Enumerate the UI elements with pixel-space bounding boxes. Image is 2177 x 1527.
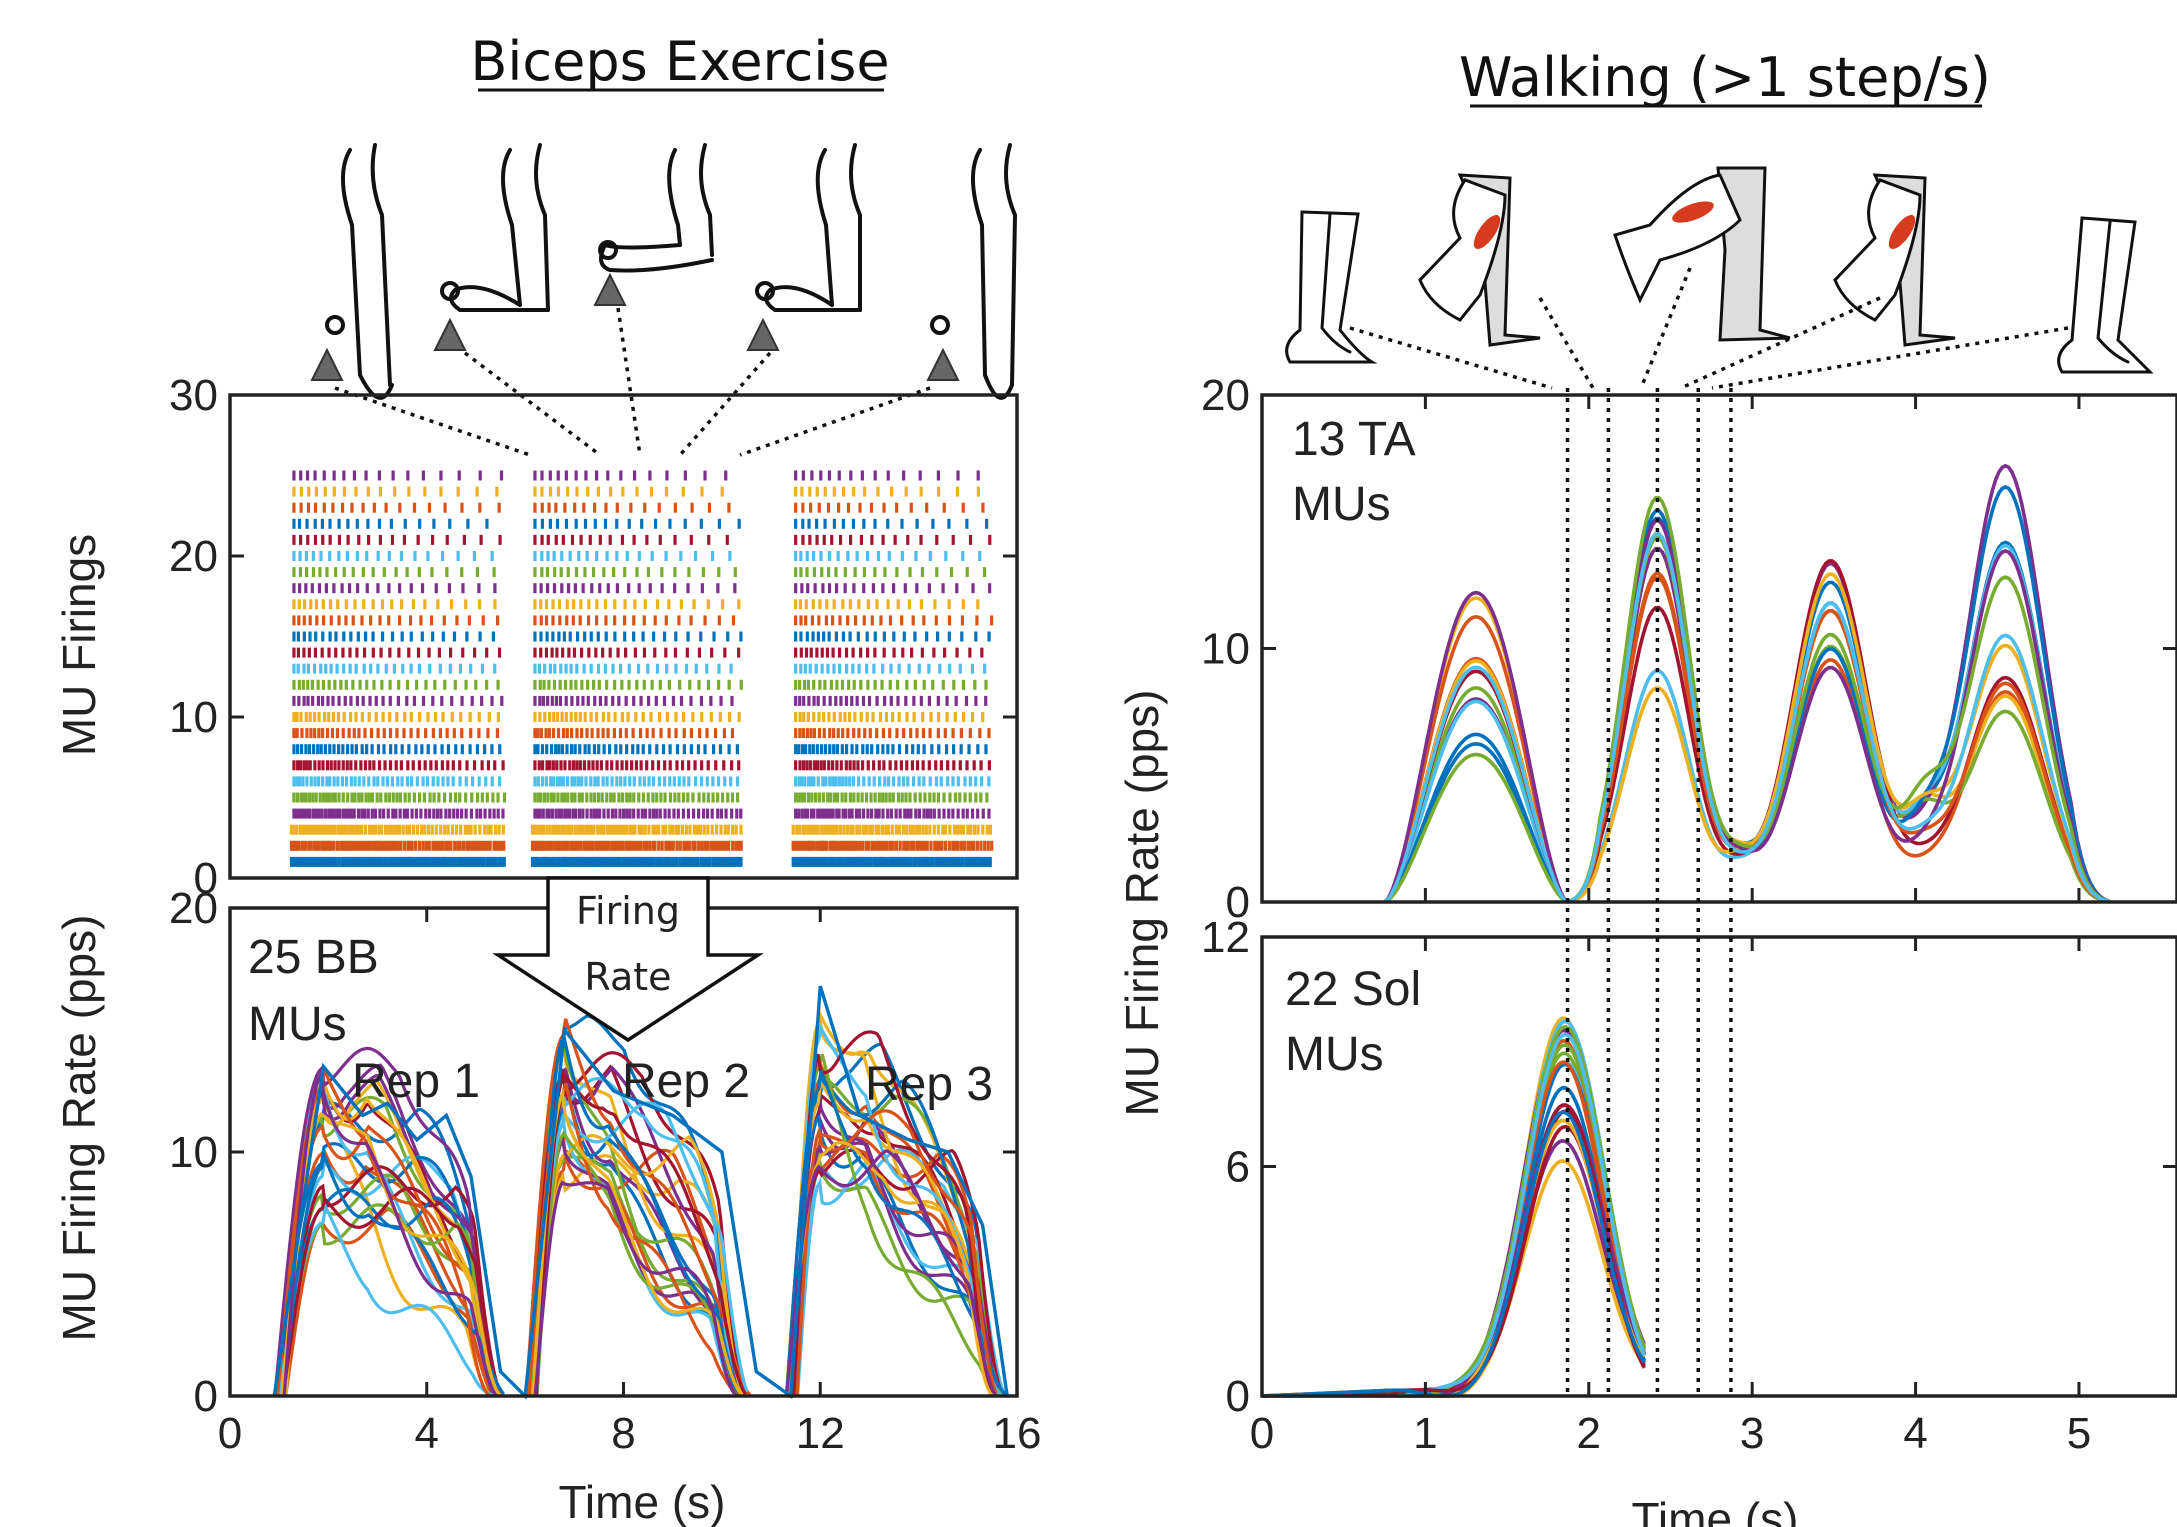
raster-ytick-label: 10 bbox=[169, 693, 218, 742]
sol-series-line bbox=[1262, 1032, 1646, 1398]
rep1-label: Rep 1 bbox=[352, 1055, 480, 1108]
sol-series-line bbox=[1261, 1159, 1646, 1398]
sol-xtick-label: 3 bbox=[1740, 1409, 1764, 1458]
biceps-ytick-label: 10 bbox=[169, 1128, 218, 1177]
leg-figure-1 bbox=[1285, 210, 1378, 364]
sol-ytick-label: 6 bbox=[1226, 1143, 1250, 1192]
sol-series-line bbox=[1261, 1060, 1646, 1398]
biceps-series-line bbox=[280, 1032, 1007, 1397]
biceps-xtick-label: 4 bbox=[415, 1409, 439, 1458]
leg-figure-5 bbox=[2057, 216, 2154, 374]
ta-series-line bbox=[1383, 496, 2111, 904]
ta-annotation-line1: 13 TA bbox=[1292, 413, 1416, 466]
biceps-xtick-label: 8 bbox=[611, 1409, 635, 1458]
biceps-series-line bbox=[282, 1069, 998, 1398]
walking-ylabel: MU Firing Rate (pps) bbox=[1116, 690, 1168, 1117]
arm-figure-2 bbox=[433, 143, 550, 351]
raster-ytick-label: 20 bbox=[169, 532, 218, 581]
sol-xtick-label: 5 bbox=[2067, 1409, 2091, 1458]
ta-series bbox=[1383, 463, 2111, 905]
bb-annotation-line1: 25 BB bbox=[248, 931, 379, 984]
arm-illustrations bbox=[310, 143, 1018, 400]
sol-ytick-label: 0 bbox=[1226, 1372, 1250, 1421]
arm-figure-4 bbox=[746, 143, 862, 351]
biceps-rate-panel: 0 10 20 0 4 8 12 16 bbox=[169, 884, 1041, 1458]
right-title: Walking (>1 step/s) bbox=[1459, 46, 1991, 109]
ta-rate-panel: 0 10 20 bbox=[1201, 371, 2177, 927]
sol-series-line bbox=[1261, 1103, 1646, 1398]
raster-ylabel: MU Firings bbox=[53, 534, 105, 756]
ta-ytick-label: 20 bbox=[1201, 371, 1250, 420]
firing-rate-arrow: Firing Rate bbox=[492, 876, 764, 1043]
sol-ytick-label: 12 bbox=[1201, 913, 1250, 962]
sol-xtick-label: 1 bbox=[1413, 1409, 1437, 1458]
biceps-xtick-label: 12 bbox=[796, 1409, 845, 1458]
leg-figure-4 bbox=[1833, 173, 1956, 347]
sol-series-line bbox=[1262, 1043, 1646, 1398]
raster-marks bbox=[289, 470, 994, 867]
leg-figure-2 bbox=[1418, 173, 1541, 347]
biceps-ylabel: MU Firing Rate (pps) bbox=[53, 915, 105, 1342]
sol-annotation-line1: 22 Sol bbox=[1285, 963, 1421, 1016]
arrow-label-line2: Rate bbox=[584, 955, 671, 999]
sol-series-line bbox=[1261, 1138, 1646, 1398]
biceps-xlabel: Time (s) bbox=[559, 1476, 726, 1527]
biceps-ytick-label: 0 bbox=[194, 1372, 218, 1421]
raster-ytick-label: 30 bbox=[169, 371, 218, 420]
sol-xtick-label: 2 bbox=[1577, 1409, 1601, 1458]
sol-annotation-line2: MUs bbox=[1285, 1028, 1384, 1081]
left-connectors bbox=[334, 307, 931, 457]
arm-figure-5 bbox=[926, 143, 1018, 400]
biceps-ytick-label: 20 bbox=[169, 884, 218, 933]
leg-illustrations bbox=[1285, 166, 2154, 374]
biceps-series bbox=[272, 985, 1009, 1400]
biceps-xtick-label: 16 bbox=[993, 1409, 1042, 1458]
biceps-max-trace bbox=[272, 985, 1009, 1400]
biceps-xtick-label: 0 bbox=[218, 1409, 242, 1458]
arm-figure-3 bbox=[593, 143, 714, 306]
raster-ytick-label: 0 bbox=[194, 854, 218, 903]
sol-series-line bbox=[1261, 1085, 1646, 1398]
rep2-label: Rep 2 bbox=[622, 1055, 750, 1108]
bb-annotation-line2: MUs bbox=[248, 998, 347, 1051]
walking-xlabel: Time (s) bbox=[1632, 1493, 1799, 1527]
raster-panel: 0 10 20 30 bbox=[169, 371, 1019, 903]
sol-xtick-label: 0 bbox=[1250, 1409, 1274, 1458]
sol-xtick-label: 4 bbox=[1903, 1409, 1927, 1458]
arm-figure-1 bbox=[310, 143, 394, 400]
arrow-label-line1: Firing bbox=[576, 889, 680, 933]
rep3-label: Rep 3 bbox=[865, 1058, 993, 1111]
leg-figure-3 bbox=[1613, 166, 1791, 342]
ta-ytick-label: 10 bbox=[1201, 625, 1250, 674]
ta-series-line bbox=[1383, 532, 2111, 904]
left-title: Biceps Exercise bbox=[470, 30, 889, 93]
right-connectors bbox=[1349, 267, 2069, 390]
biceps-series-line bbox=[275, 1062, 1003, 1397]
ta-annotation-line2: MUs bbox=[1292, 478, 1391, 531]
sol-series-line bbox=[1261, 1110, 1646, 1398]
event-markers bbox=[1565, 388, 1733, 1396]
ta-ytick-label: 0 bbox=[1226, 878, 1250, 927]
